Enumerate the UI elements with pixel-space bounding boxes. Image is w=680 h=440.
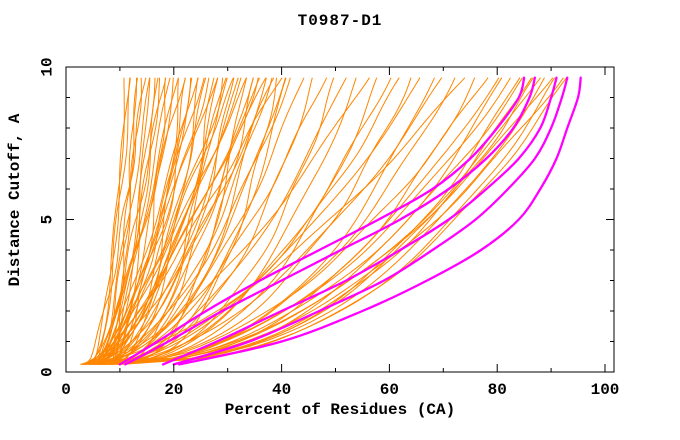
model-curve bbox=[85, 77, 286, 365]
y-tick-label: 0 bbox=[39, 367, 57, 377]
model-curve bbox=[90, 77, 131, 365]
model-curve bbox=[99, 77, 247, 365]
y-tick-label: 5 bbox=[39, 215, 57, 225]
model-curve bbox=[89, 77, 291, 365]
highlighted-model-curve bbox=[124, 76, 537, 366]
model-curve bbox=[96, 77, 167, 365]
model-curve bbox=[99, 77, 228, 365]
model-curve bbox=[86, 77, 254, 365]
model-curve bbox=[98, 77, 199, 365]
model-curve bbox=[91, 77, 370, 365]
highlighted-model-curve bbox=[172, 76, 569, 366]
model-curve bbox=[112, 77, 489, 365]
model-curve bbox=[114, 77, 234, 365]
model-curve bbox=[112, 77, 267, 365]
model-curve bbox=[104, 77, 235, 365]
model-curve bbox=[116, 77, 456, 365]
model-curve bbox=[112, 77, 357, 365]
x-tick-label: 80 bbox=[488, 381, 507, 399]
model-curve bbox=[98, 77, 219, 365]
model-curve bbox=[83, 77, 254, 365]
model-curve bbox=[101, 77, 476, 365]
model-curve bbox=[113, 77, 511, 365]
model-curve bbox=[88, 77, 227, 365]
highlighted-model-curve bbox=[161, 76, 558, 366]
model-curve bbox=[115, 77, 171, 365]
model-curve bbox=[121, 77, 567, 365]
chart-title: T0987-D1 bbox=[297, 12, 383, 30]
model-curve bbox=[92, 77, 435, 365]
model-curve bbox=[101, 77, 283, 365]
model-curve bbox=[110, 77, 523, 365]
model-curve bbox=[113, 77, 138, 365]
axis-ticks bbox=[65, 66, 614, 373]
model-curve bbox=[108, 77, 179, 365]
model-curve bbox=[102, 77, 443, 365]
model-curve bbox=[93, 77, 239, 365]
model-curve bbox=[93, 77, 541, 365]
model-curve bbox=[107, 77, 328, 365]
model-curve bbox=[88, 77, 219, 365]
model-curve bbox=[110, 77, 421, 365]
model-curve bbox=[101, 77, 151, 365]
x-tick-label: 0 bbox=[61, 381, 71, 399]
x-tick-label: 100 bbox=[591, 381, 620, 399]
model-curve bbox=[96, 77, 412, 365]
model-curve bbox=[97, 77, 521, 365]
model-curve bbox=[99, 77, 378, 365]
model-curve bbox=[86, 77, 179, 365]
highlighted-model-curve bbox=[118, 76, 526, 366]
y-tick-label: 10 bbox=[39, 57, 57, 76]
model-curve bbox=[85, 77, 147, 365]
highlighted-model-curve bbox=[178, 76, 582, 366]
x-tick-label: 20 bbox=[164, 381, 183, 399]
model-curve bbox=[87, 77, 156, 365]
model-curve bbox=[106, 77, 267, 365]
model-curve bbox=[116, 77, 554, 365]
model-curve bbox=[86, 77, 305, 365]
model-curve bbox=[98, 77, 260, 365]
model-curve bbox=[88, 77, 466, 365]
model-curve bbox=[90, 77, 193, 365]
model-curve bbox=[96, 77, 131, 365]
model-curve bbox=[109, 77, 564, 365]
x-axis-label: Percent of Residues (CA) bbox=[224, 401, 456, 419]
model-curve bbox=[81, 77, 224, 365]
model-curve bbox=[90, 77, 174, 365]
curves-layer bbox=[80, 76, 582, 366]
model-curve bbox=[84, 77, 210, 365]
x-tick-label: 40 bbox=[272, 381, 291, 399]
x-tick-label: 60 bbox=[380, 381, 399, 399]
model-curve bbox=[99, 77, 186, 365]
model-curve bbox=[117, 77, 532, 365]
model-curve bbox=[104, 77, 347, 365]
plot-border bbox=[65, 66, 615, 373]
model-curve bbox=[94, 77, 273, 365]
